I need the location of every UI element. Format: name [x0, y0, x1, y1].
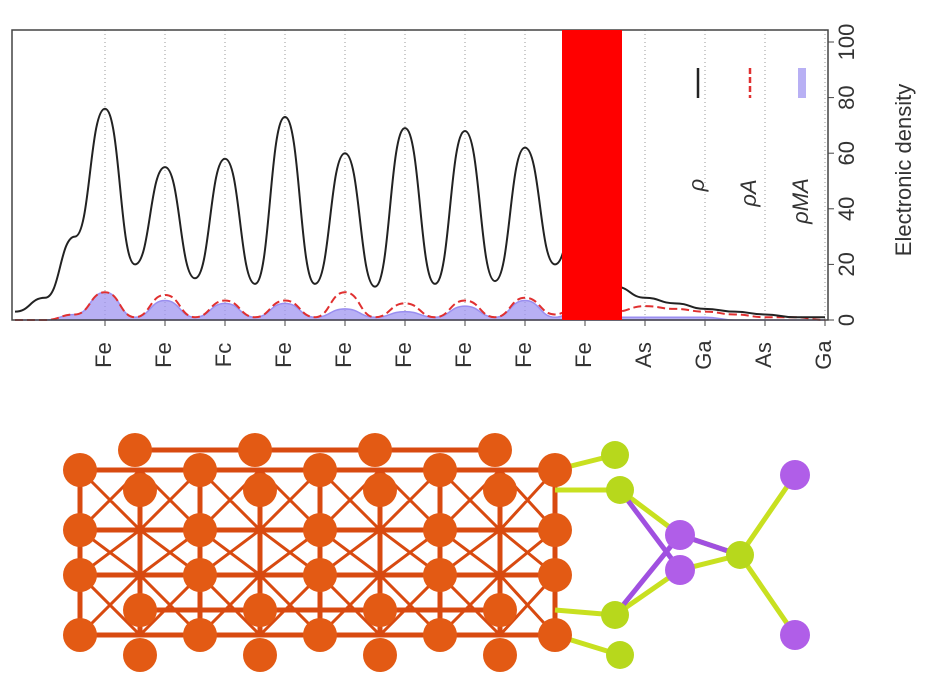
atomic-structure	[63, 433, 810, 672]
x-tick-label: Fe	[271, 342, 296, 368]
x-tick-label: Fe	[151, 342, 176, 368]
line	[15, 109, 825, 318]
figure: 0 20 40 60 80 100 Fe Fe Fc Fe Fe Fe Fe Fe Fe As Ga As Ga E…	[0, 0, 931, 674]
legend-label: ρ	[684, 179, 709, 193]
x-tick-label: Ga	[691, 340, 716, 370]
as-atoms	[601, 441, 754, 669]
y-tick-label: 40	[834, 197, 859, 221]
x-tick-label: Fe	[451, 342, 476, 368]
x-tick-label: Fc	[211, 343, 236, 367]
y-tick-label: 80	[834, 85, 859, 109]
y-axis-label: Electronic density	[891, 84, 916, 256]
x-tick-label: Fe	[391, 342, 416, 368]
as-bonds	[555, 455, 795, 655]
ga-bonds	[615, 490, 740, 615]
legend-label: ρA	[736, 179, 761, 207]
x-tick-label: Ga	[811, 340, 836, 370]
x-tick-label: Fe	[91, 342, 116, 368]
x-tick-label: Fe	[571, 342, 596, 368]
y-tick-label: 60	[834, 141, 859, 165]
redaction-box	[562, 30, 622, 320]
legend-label: ρMA	[788, 178, 813, 225]
y-tick-label: 20	[834, 252, 859, 276]
area	[15, 292, 825, 320]
legend-swatch	[798, 68, 806, 98]
y-tick-label: 100	[834, 24, 859, 61]
x-tick-label: Fe	[331, 342, 356, 368]
plot-frame	[12, 30, 828, 320]
x-tick-label: Fe	[511, 342, 536, 368]
plot: 0 20 40 60 80 100 Fe Fe Fc Fe Fe Fe Fe Fe Fe As Ga As Ga	[15, 24, 859, 370]
x-tick-label: As	[751, 342, 776, 368]
y-tick-label: 0	[834, 314, 859, 326]
x-tick-label: As	[631, 342, 656, 368]
